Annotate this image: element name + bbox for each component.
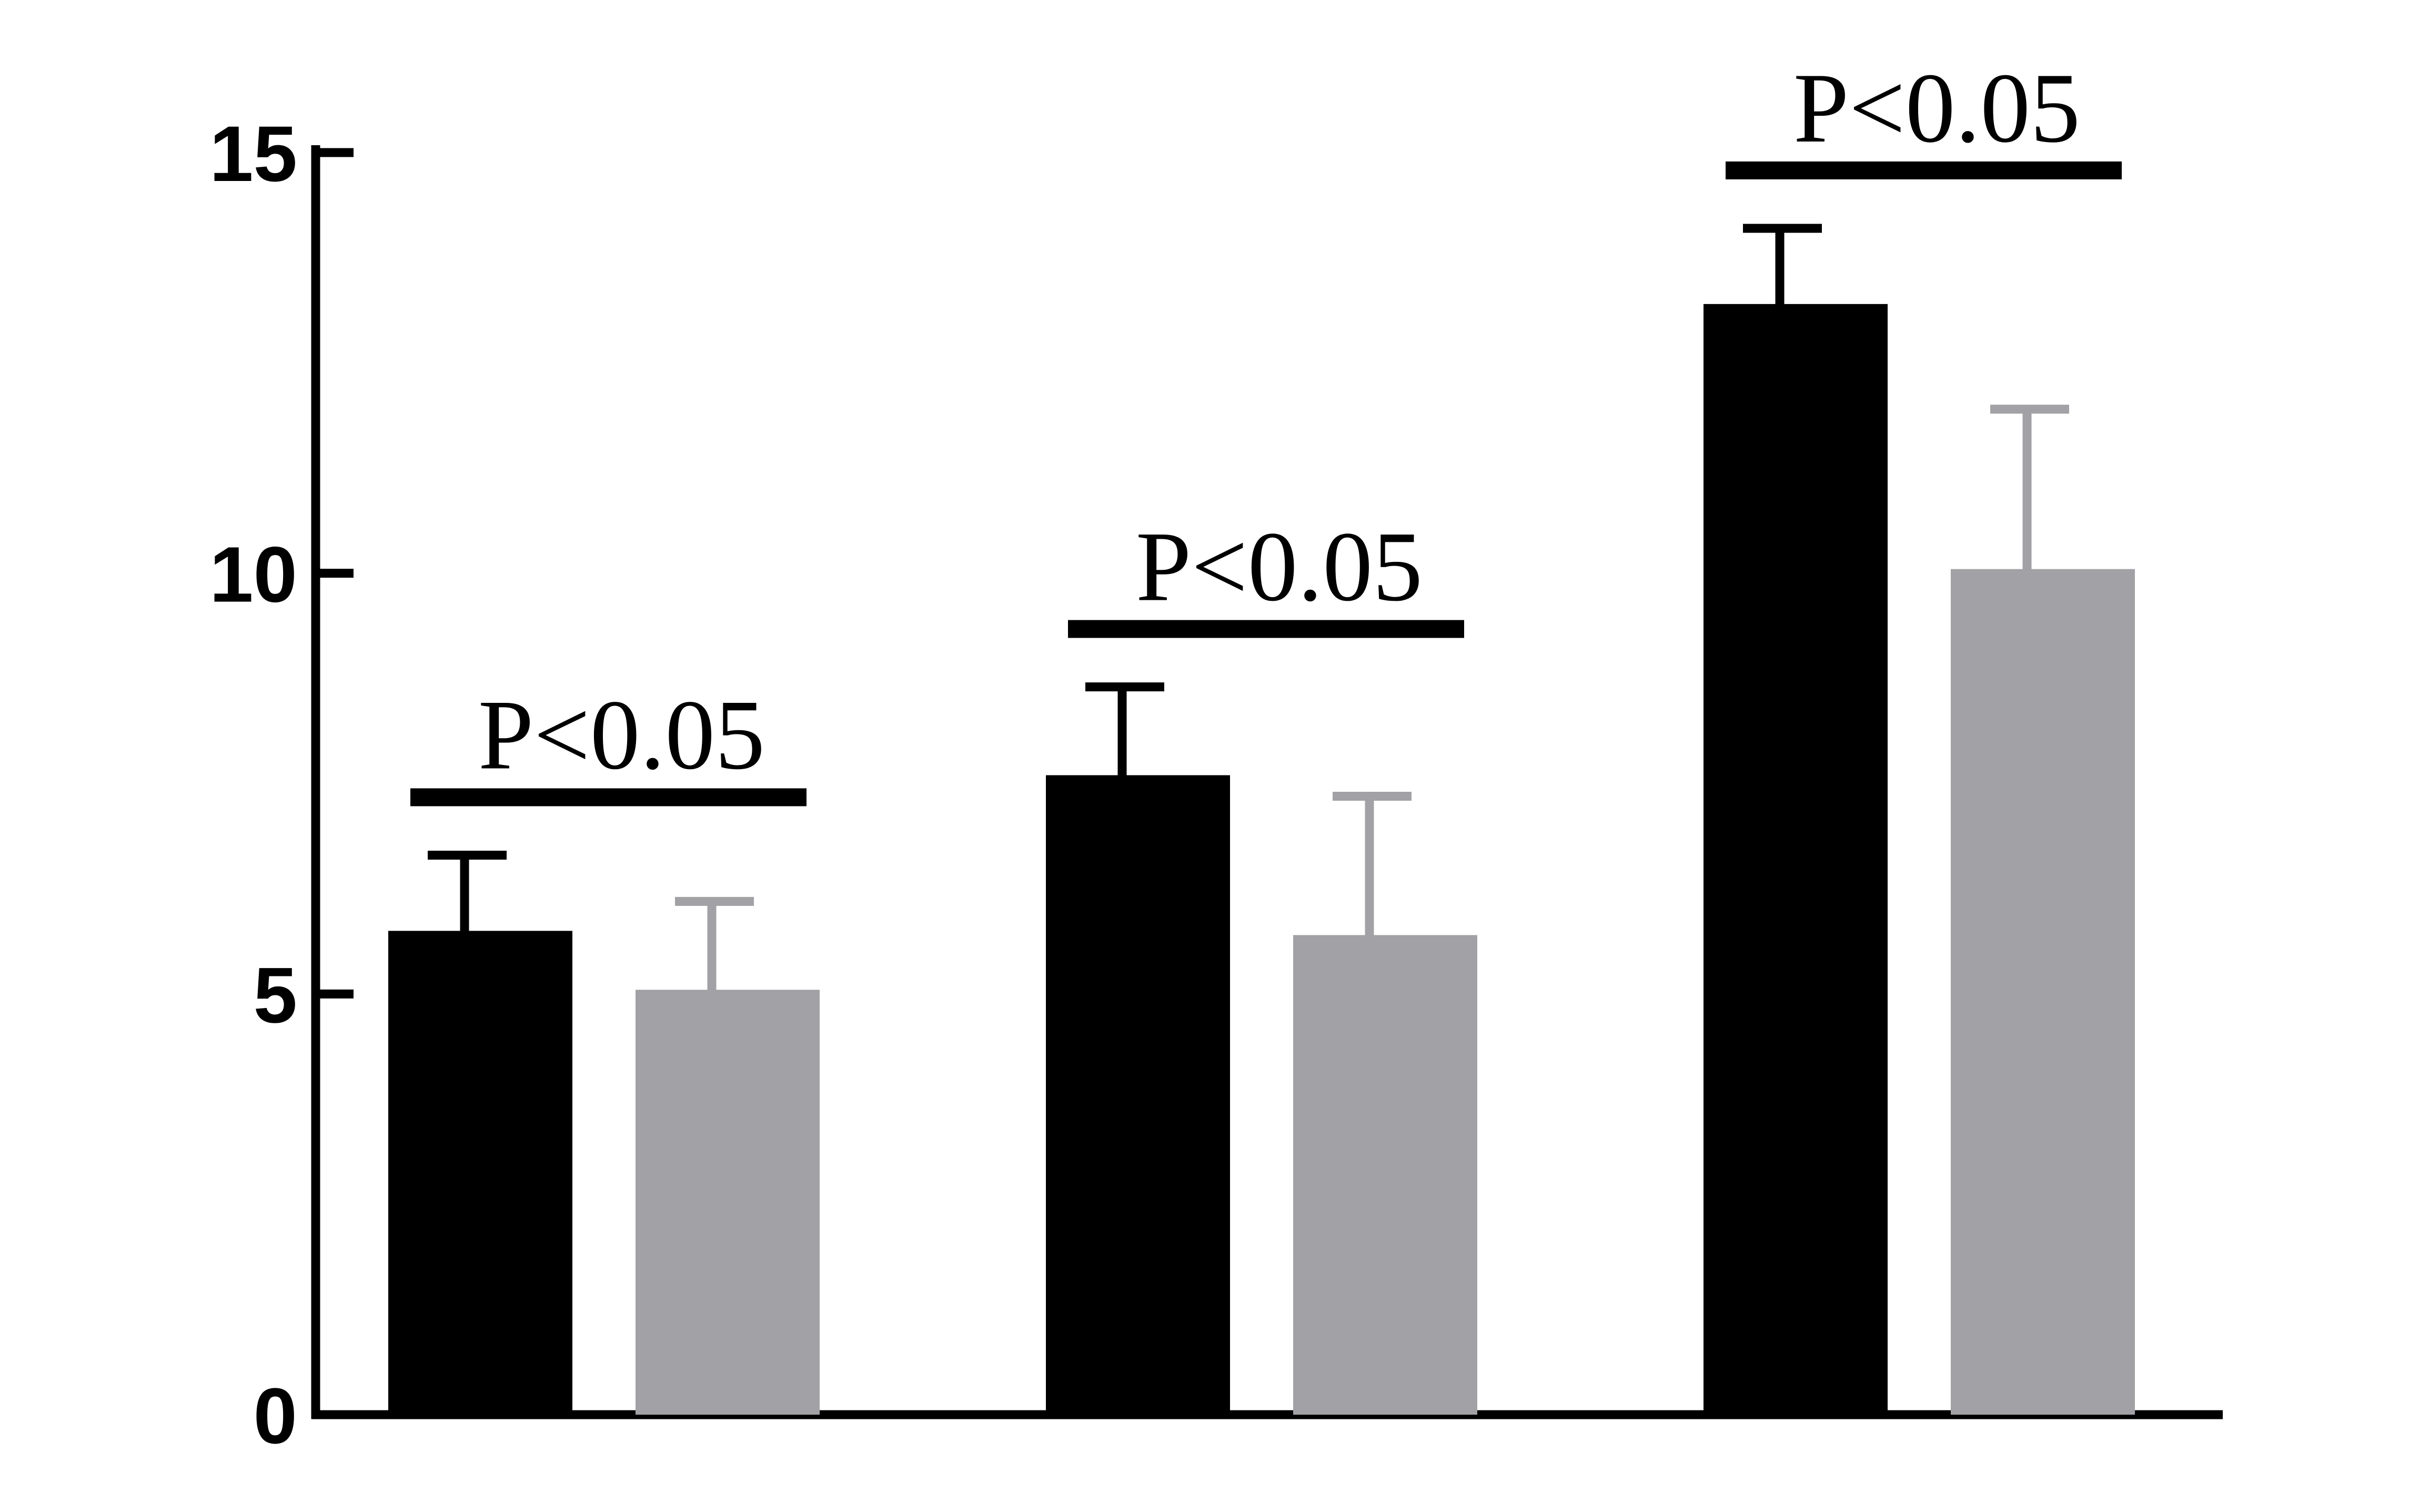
significance-line-2 bbox=[1068, 620, 1464, 638]
bar-series-gray-1 bbox=[636, 990, 820, 1415]
y-tick-label: 0 bbox=[254, 1372, 297, 1460]
y-tick-label: 5 bbox=[254, 951, 297, 1039]
bar-series-gray-2 bbox=[1293, 935, 1477, 1415]
y-tick-label: 15 bbox=[209, 109, 297, 198]
bar-series-black-2 bbox=[1046, 775, 1230, 1415]
significance-line-3 bbox=[1726, 161, 2122, 179]
bar-marks bbox=[388, 224, 2135, 1415]
significance-label-3: P<0.05 bbox=[1793, 53, 2080, 164]
significance-line-1 bbox=[410, 788, 807, 807]
significance-label-1: P<0.05 bbox=[478, 680, 765, 790]
bar-series-black-3 bbox=[1704, 304, 1888, 1415]
bar-series-gray-3 bbox=[1951, 569, 2135, 1415]
significance-label-2: P<0.05 bbox=[1136, 512, 1423, 622]
chart-axes bbox=[311, 145, 2223, 1419]
significance-annotations: P<0.05 P<0.05 P<0.05 bbox=[410, 53, 2122, 807]
bar-series-black-1 bbox=[388, 931, 572, 1415]
y-axis-ticks: 0 5 10 15 bbox=[209, 109, 354, 1460]
y-tick-label: 10 bbox=[209, 530, 297, 619]
